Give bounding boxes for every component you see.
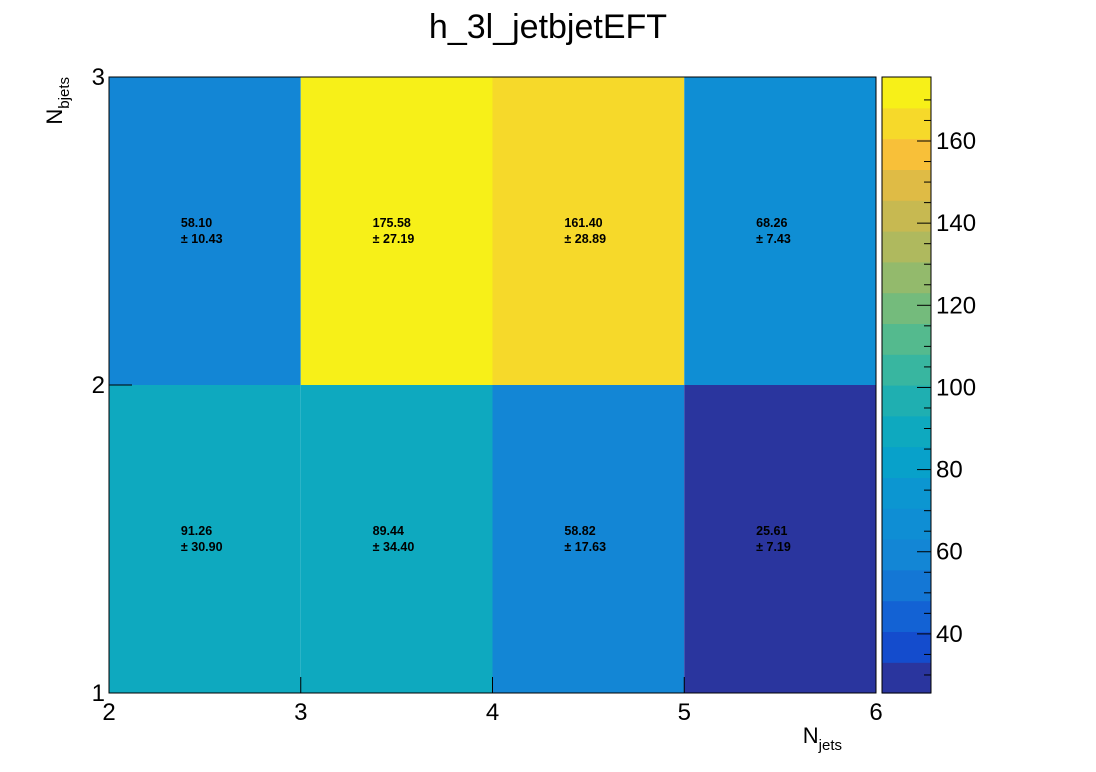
heatmap-cell	[684, 77, 876, 385]
cell-error-label: ± 7.19	[756, 540, 791, 554]
heatmap-cell	[109, 77, 301, 385]
cell-error-label: ± 28.89	[564, 232, 606, 246]
x-tick-label: 2	[102, 699, 115, 726]
x-tick-label: 3	[294, 699, 307, 726]
color-scale-band	[882, 477, 931, 509]
y-axis-label-main: N	[42, 109, 67, 125]
color-scale-band	[882, 600, 931, 632]
heatmap-cell	[300, 77, 493, 385]
color-scale-band	[882, 231, 931, 263]
y-axis-label: Nbjets	[42, 77, 73, 125]
color-scale-band	[882, 539, 931, 571]
x-axis-label: Njets	[803, 723, 842, 754]
heatmap-cell	[300, 385, 493, 693]
x-tick-label: 5	[678, 699, 691, 726]
x-axis-label-main: N	[803, 723, 819, 748]
color-scale-tick-label: 80	[936, 457, 963, 484]
color-scale	[881, 76, 932, 694]
x-tick-label: 4	[486, 699, 499, 726]
cell-error-label: ± 27.19	[373, 232, 415, 246]
color-scale-tick-label: 160	[936, 128, 976, 155]
color-scale-band	[882, 385, 931, 417]
cell-error-label: ± 7.43	[756, 232, 791, 246]
heatmap-cell	[109, 385, 301, 693]
heatmap-cell	[492, 77, 685, 385]
color-scale-band	[882, 138, 931, 170]
y-axis: 1 2 3	[92, 64, 132, 707]
y-tick-label: 3	[92, 64, 105, 91]
cell-value-label: 175.58	[373, 216, 411, 230]
y-tick-label: 2	[92, 372, 105, 399]
color-scale-tick-label: 100	[936, 374, 976, 401]
y-tick-label: 1	[92, 680, 105, 707]
cell-value-label: 58.10	[181, 216, 212, 230]
color-scale-band	[882, 569, 931, 602]
color-scale-band	[882, 508, 931, 540]
color-scale-band	[882, 446, 931, 478]
y-axis-label-sub: bjets	[56, 77, 73, 109]
color-scale-band	[882, 261, 931, 294]
heatmap-cell	[684, 385, 876, 693]
color-scale-band	[882, 323, 931, 355]
x-axis: 2 3 4 5 6	[102, 677, 883, 726]
heatmap-cells	[109, 77, 876, 693]
x-tick-label: 6	[869, 699, 882, 726]
color-scale-tick-label: 140	[936, 210, 976, 237]
color-scale-tick-label: 120	[936, 292, 976, 319]
cell-labels: 91.26 ± 30.90 89.44 ± 34.40 58.82 ± 17.63 25.6…	[181, 216, 791, 554]
color-scale-band	[882, 107, 931, 140]
chart-title: h_3l_jetbjetEFT	[429, 8, 667, 46]
cell-error-label: ± 10.43	[181, 232, 223, 246]
color-scale-band	[882, 415, 931, 448]
cell-value-label: 91.26	[181, 524, 212, 538]
color-scale-band	[882, 200, 931, 232]
cell-value-label: 68.26	[756, 216, 787, 230]
color-scale-band	[882, 631, 931, 663]
cell-error-label: ± 17.63	[564, 540, 606, 554]
cell-value-label: 89.44	[373, 524, 404, 538]
cell-error-label: ± 30.90	[181, 540, 223, 554]
color-scale-band	[882, 169, 931, 201]
color-scale-frame	[881, 76, 932, 694]
color-scale-band	[882, 354, 931, 386]
cell-value-label: 25.61	[756, 524, 787, 538]
cell-value-label: 161.40	[564, 216, 602, 230]
cell-value-label: 58.82	[564, 524, 595, 538]
heatmap-cell	[492, 385, 685, 693]
color-scale-band	[882, 292, 931, 324]
color-scale-tick-label: 40	[936, 621, 963, 648]
color-scale-band	[882, 77, 931, 109]
x-axis-label-sub: jets	[818, 737, 842, 754]
cell-error-label: ± 34.40	[373, 540, 415, 554]
color-scale-band	[882, 662, 931, 694]
color-scale-ticks: 40 60 80 100 120 140 160	[917, 99, 976, 676]
color-scale-tick-label: 60	[936, 539, 963, 566]
